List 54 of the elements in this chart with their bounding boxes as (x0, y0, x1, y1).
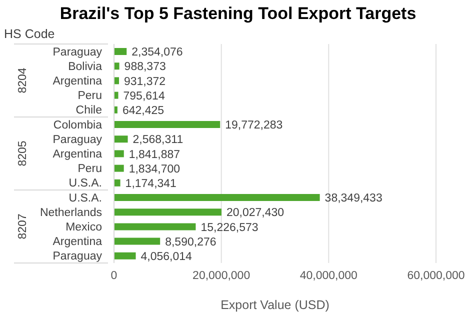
bar (114, 48, 127, 55)
y-tick-label: U.S.A. (68, 192, 102, 204)
y-tick-label: Netherlands (40, 206, 102, 219)
bar (114, 208, 222, 216)
text: 8204 (17, 67, 29, 94)
data-label: 20,027,430 (226, 207, 284, 220)
bar (114, 77, 119, 84)
bar (114, 194, 320, 201)
bar (114, 238, 160, 245)
x-tick-label: 0 (110, 270, 118, 282)
x-tick-label: 20,000,000 (192, 270, 250, 282)
y-tick-label: Paraguay (52, 46, 102, 58)
bar (114, 92, 118, 99)
y-tick-label: Mexico (66, 222, 102, 234)
y-tick-label: Peru (78, 90, 102, 102)
y-tick-label: Paraguay (52, 250, 102, 263)
bar (114, 223, 196, 230)
data-label: 1,841,887 (128, 148, 180, 161)
y-tick-label: Argentina (52, 148, 103, 160)
y-tick-label: Argentina (52, 76, 103, 88)
y-tick-label: Peru (78, 163, 102, 176)
data-label: 1,174,341 (125, 178, 176, 190)
data-label: 642,425 (122, 104, 164, 117)
bar (114, 179, 120, 186)
data-label: 2,354,076 (132, 46, 183, 59)
data-label: 795,614 (123, 90, 166, 102)
text: 8205 (17, 140, 29, 166)
bar (114, 164, 124, 172)
data-label: 15,226,573 (200, 222, 258, 234)
bar (114, 252, 136, 260)
bar (114, 136, 128, 143)
chart-title: Brazil's Top 5 Fastening Tool Export Targets (58, 4, 418, 24)
y-tick-label: U.S.A. (68, 178, 102, 190)
bar (114, 62, 120, 70)
x-tick-label: 40,000,000 (300, 270, 358, 282)
y-tick-label: Bolivia (68, 60, 103, 73)
data-label: 19,772,283 (225, 120, 283, 132)
y-axis-title: HS Code (4, 27, 55, 41)
data-label: 2,568,311 (132, 134, 184, 146)
y-tick-label: Chile (76, 104, 102, 117)
y-tick-label: Argentina (52, 236, 103, 248)
x-axis-title: Export Value (USD) (220, 298, 330, 312)
bar (114, 150, 124, 158)
text: 8207 (17, 214, 29, 240)
data-label: 1,834,700 (128, 163, 180, 176)
bar (114, 121, 220, 128)
data-label: 8,590,276 (165, 236, 216, 248)
data-label: 988,373 (124, 61, 166, 74)
y-tick-label: Colombia (53, 119, 103, 132)
x-tick-label: 60,000,000 (407, 270, 465, 282)
data-label: 38,349,433 (324, 192, 382, 205)
data-label: 4,056,014 (140, 250, 193, 263)
data-label: 931,372 (124, 76, 166, 88)
y-tick-label: Paraguay (52, 134, 102, 146)
